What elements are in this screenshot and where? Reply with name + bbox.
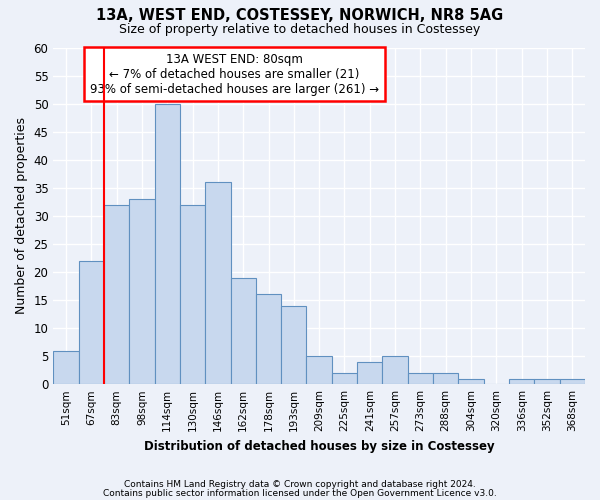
- Bar: [155, 104, 180, 384]
- Bar: [382, 356, 408, 384]
- Bar: [230, 278, 256, 384]
- Bar: [205, 182, 230, 384]
- Text: Contains HM Land Registry data © Crown copyright and database right 2024.: Contains HM Land Registry data © Crown c…: [124, 480, 476, 489]
- Text: Size of property relative to detached houses in Costessey: Size of property relative to detached ho…: [119, 22, 481, 36]
- Bar: [332, 373, 357, 384]
- Text: 13A, WEST END, COSTESSEY, NORWICH, NR8 5AG: 13A, WEST END, COSTESSEY, NORWICH, NR8 5…: [97, 8, 503, 22]
- Text: 13A WEST END: 80sqm
← 7% of detached houses are smaller (21)
93% of semi-detache: 13A WEST END: 80sqm ← 7% of detached hou…: [89, 52, 379, 96]
- Bar: [256, 294, 281, 384]
- Bar: [535, 378, 560, 384]
- Bar: [357, 362, 382, 384]
- Bar: [79, 260, 104, 384]
- Bar: [281, 306, 307, 384]
- Bar: [104, 204, 129, 384]
- Bar: [560, 378, 585, 384]
- Y-axis label: Number of detached properties: Number of detached properties: [15, 118, 28, 314]
- Bar: [458, 378, 484, 384]
- Bar: [408, 373, 433, 384]
- Bar: [433, 373, 458, 384]
- Bar: [509, 378, 535, 384]
- Text: Contains public sector information licensed under the Open Government Licence v3: Contains public sector information licen…: [103, 489, 497, 498]
- Bar: [180, 204, 205, 384]
- Bar: [129, 199, 155, 384]
- Bar: [53, 350, 79, 384]
- Bar: [307, 356, 332, 384]
- X-axis label: Distribution of detached houses by size in Costessey: Distribution of detached houses by size …: [144, 440, 494, 452]
